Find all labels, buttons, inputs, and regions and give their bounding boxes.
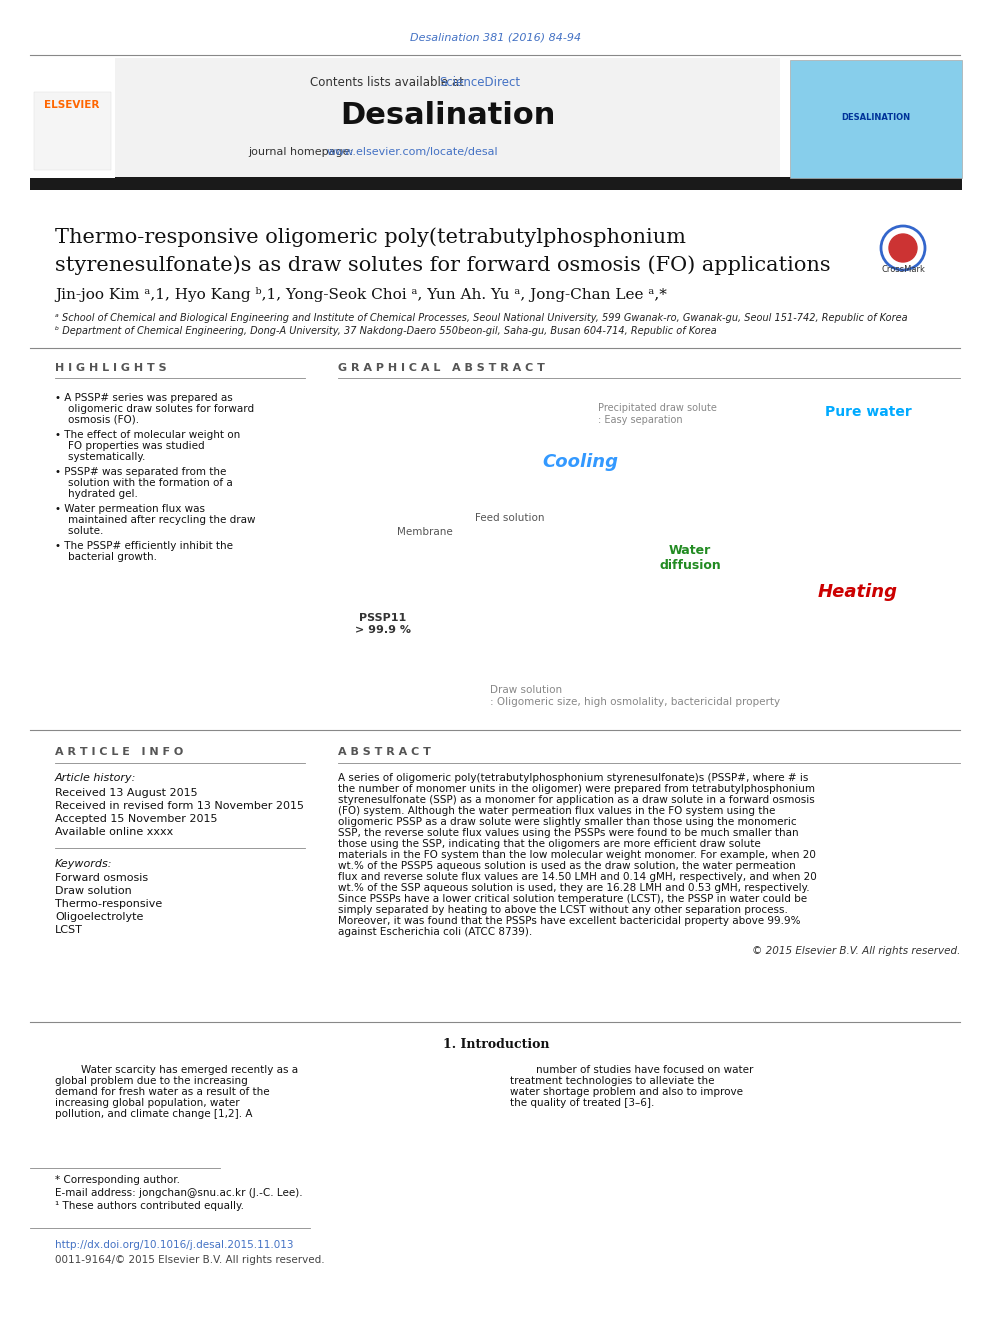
- Text: A B S T R A C T: A B S T R A C T: [338, 747, 431, 757]
- Text: www.elsevier.com/locate/desal: www.elsevier.com/locate/desal: [326, 147, 498, 157]
- Text: materials in the FO system than the low molecular weight monomer. For example, w: materials in the FO system than the low …: [338, 849, 815, 860]
- Text: simply separated by heating to above the LCST without any other separation proce: simply separated by heating to above the…: [338, 905, 788, 916]
- Text: systematically.: systematically.: [55, 452, 146, 462]
- Text: Heating: Heating: [818, 583, 898, 601]
- Text: increasing global population, water: increasing global population, water: [55, 1098, 240, 1107]
- Text: Oligoelectrolyte: Oligoelectrolyte: [55, 912, 144, 922]
- Text: oligomeric PSSP as a draw solute were slightly smaller than those using the mono: oligomeric PSSP as a draw solute were sl…: [338, 818, 797, 827]
- Text: E-mail address: jongchan@snu.ac.kr (J.-C. Lee).: E-mail address: jongchan@snu.ac.kr (J.-C…: [55, 1188, 303, 1199]
- Text: G R A P H I C A L   A B S T R A C T: G R A P H I C A L A B S T R A C T: [338, 363, 545, 373]
- Text: Cooling: Cooling: [542, 452, 618, 471]
- Text: demand for fresh water as a result of the: demand for fresh water as a result of th…: [55, 1088, 270, 1097]
- Text: Membrane: Membrane: [397, 527, 453, 537]
- Text: > 99.9 %: > 99.9 %: [355, 624, 411, 635]
- Text: Jin-joo Kim ᵃ,1, Hyo Kang ᵇ,1, Yong-Seok Choi ᵃ, Yun Ah. Yu ᵃ, Jong-Chan Lee ᵃ,*: Jin-joo Kim ᵃ,1, Hyo Kang ᵇ,1, Yong-Seok…: [55, 287, 667, 303]
- Text: ScienceDirect: ScienceDirect: [439, 75, 521, 89]
- Text: Draw solution: Draw solution: [490, 685, 562, 695]
- Text: CrossMark: CrossMark: [881, 266, 925, 274]
- Text: : Oligomeric size, high osmolality, bactericidal property: : Oligomeric size, high osmolality, bact…: [490, 697, 780, 706]
- Text: LCST: LCST: [55, 925, 83, 935]
- Text: FO properties was studied: FO properties was studied: [55, 441, 204, 451]
- Text: A series of oligomeric poly(tetrabutylphosphonium styrenesulfonate)s (PSSP#, whe: A series of oligomeric poly(tetrabutylph…: [338, 773, 808, 783]
- Text: osmosis (FO).: osmosis (FO).: [55, 415, 139, 425]
- Text: wt.% of the PSSP5 aqueous solution is used as the draw solution, the water perme: wt.% of the PSSP5 aqueous solution is us…: [338, 861, 796, 871]
- Text: 0011-9164/© 2015 Elsevier B.V. All rights reserved.: 0011-9164/© 2015 Elsevier B.V. All right…: [55, 1256, 324, 1265]
- Text: global problem due to the increasing: global problem due to the increasing: [55, 1076, 248, 1086]
- Text: Since PSSPs have a lower critical solution temperature (LCST), the PSSP in water: Since PSSPs have a lower critical soluti…: [338, 894, 807, 904]
- Text: H I G H L I G H T S: H I G H L I G H T S: [55, 363, 167, 373]
- Text: : Easy separation: : Easy separation: [598, 415, 682, 425]
- Text: • Water permeation flux was: • Water permeation flux was: [55, 504, 205, 515]
- Text: treatment technologies to alleviate the: treatment technologies to alleviate the: [510, 1076, 714, 1086]
- Text: Moreover, it was found that the PSSPs have excellent bactericidal property above: Moreover, it was found that the PSSPs ha…: [338, 916, 801, 926]
- Text: those using the SSP, indicating that the oligomers are more efficient draw solut: those using the SSP, indicating that the…: [338, 839, 761, 849]
- Text: water shortage problem and also to improve: water shortage problem and also to impro…: [510, 1088, 743, 1097]
- Text: maintained after recycling the draw: maintained after recycling the draw: [55, 515, 256, 525]
- Text: solution with the formation of a: solution with the formation of a: [55, 478, 233, 488]
- Text: pollution, and climate change [1,2]. A: pollution, and climate change [1,2]. A: [55, 1109, 253, 1119]
- Text: © 2015 Elsevier B.V. All rights reserved.: © 2015 Elsevier B.V. All rights reserved…: [752, 946, 960, 957]
- Text: journal homepage:: journal homepage:: [248, 147, 357, 157]
- Text: 1. Introduction: 1. Introduction: [442, 1039, 550, 1052]
- Circle shape: [889, 234, 917, 262]
- Text: Contents lists available at: Contents lists available at: [310, 75, 467, 89]
- Text: Received in revised form 13 November 2015: Received in revised form 13 November 201…: [55, 800, 304, 811]
- Text: number of studies have focused on water: number of studies have focused on water: [510, 1065, 753, 1076]
- Text: • PSSP# was separated from the: • PSSP# was separated from the: [55, 467, 226, 478]
- Text: Accepted 15 November 2015: Accepted 15 November 2015: [55, 814, 217, 824]
- Text: SSP, the reverse solute flux values using the PSSPs were found to be much smalle: SSP, the reverse solute flux values usin…: [338, 828, 799, 837]
- Bar: [790, 60, 962, 179]
- Text: Water
diffusion: Water diffusion: [659, 544, 721, 572]
- Text: Available online xxxx: Available online xxxx: [55, 827, 174, 837]
- Text: the number of monomer units in the oligomer) were prepared from tetrabutylphosph: the number of monomer units in the oligo…: [338, 785, 815, 794]
- Text: Draw solution: Draw solution: [55, 886, 132, 896]
- Text: (FO) system. Although the water permeation flux values in the FO system using th: (FO) system. Although the water permeati…: [338, 806, 776, 816]
- Text: oligomeric draw solutes for forward: oligomeric draw solutes for forward: [55, 404, 254, 414]
- Text: Pure water: Pure water: [824, 405, 912, 419]
- Bar: [34, 93, 111, 169]
- Text: styrenesulfonate)s as draw solutes for forward osmosis (FO) applications: styrenesulfonate)s as draw solutes for f…: [55, 255, 830, 275]
- Text: Desalination 381 (2016) 84-94: Desalination 381 (2016) 84-94: [411, 33, 581, 44]
- Text: A R T I C L E   I N F O: A R T I C L E I N F O: [55, 747, 184, 757]
- Text: * Corresponding author.: * Corresponding author.: [55, 1175, 180, 1185]
- Bar: [115, 58, 780, 179]
- Text: bacterial growth.: bacterial growth.: [55, 552, 157, 562]
- Text: PSSP11: PSSP11: [359, 613, 407, 623]
- Text: Precipitated draw solute: Precipitated draw solute: [598, 404, 717, 413]
- Text: Desalination: Desalination: [340, 101, 556, 130]
- Text: against Escherichia coli (ATCC 8739).: against Escherichia coli (ATCC 8739).: [338, 927, 533, 937]
- Text: styrenesulfonate (SSP) as a monomer for application as a draw solute in a forwar: styrenesulfonate (SSP) as a monomer for …: [338, 795, 814, 804]
- Text: Feed solution: Feed solution: [475, 513, 545, 523]
- Text: Thermo-responsive oligomeric poly(tetrabutylphosphonium: Thermo-responsive oligomeric poly(tetrab…: [55, 228, 686, 247]
- Text: Article history:: Article history:: [55, 773, 136, 783]
- Bar: [30, 177, 962, 191]
- Bar: [30, 60, 115, 179]
- Text: Water scarcity has emerged recently as a: Water scarcity has emerged recently as a: [55, 1065, 299, 1076]
- Text: ᵃ School of Chemical and Biological Engineering and Institute of Chemical Proces: ᵃ School of Chemical and Biological Engi…: [55, 314, 908, 323]
- Text: Forward osmosis: Forward osmosis: [55, 873, 148, 882]
- Text: • The PSSP# efficiently inhibit the: • The PSSP# efficiently inhibit the: [55, 541, 233, 550]
- Text: http://dx.doi.org/10.1016/j.desal.2015.11.013: http://dx.doi.org/10.1016/j.desal.2015.1…: [55, 1240, 294, 1250]
- Text: the quality of treated [3–6].: the quality of treated [3–6].: [510, 1098, 655, 1107]
- Text: • The effect of molecular weight on: • The effect of molecular weight on: [55, 430, 240, 441]
- Text: • A PSSP# series was prepared as: • A PSSP# series was prepared as: [55, 393, 233, 404]
- Text: Keywords:: Keywords:: [55, 859, 112, 869]
- Text: DESALINATION: DESALINATION: [841, 114, 911, 123]
- Text: ¹ These authors contributed equally.: ¹ These authors contributed equally.: [55, 1201, 244, 1211]
- Text: Thermo-responsive: Thermo-responsive: [55, 900, 163, 909]
- Text: Received 13 August 2015: Received 13 August 2015: [55, 789, 197, 798]
- Text: wt.% of the SSP aqueous solution is used, they are 16.28 LMH and 0.53 gMH, respe: wt.% of the SSP aqueous solution is used…: [338, 882, 809, 893]
- Text: ᵇ Department of Chemical Engineering, Dong-A University, 37 Nakdong-Daero 550beo: ᵇ Department of Chemical Engineering, Do…: [55, 325, 717, 336]
- Text: flux and reverse solute flux values are 14.50 LMH and 0.14 gMH, respectively, an: flux and reverse solute flux values are …: [338, 872, 816, 882]
- Text: solute.: solute.: [55, 527, 103, 536]
- Text: hydrated gel.: hydrated gel.: [55, 490, 138, 499]
- Text: ELSEVIER: ELSEVIER: [45, 101, 99, 110]
